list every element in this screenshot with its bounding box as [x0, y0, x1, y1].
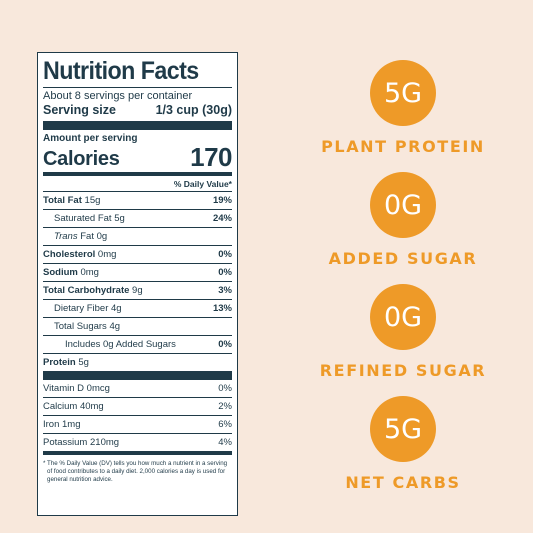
badge-added-sugar: 0G ADDED SUGAR — [303, 172, 503, 268]
vitamin-row-potassium: Potassium 210mg 4% — [43, 433, 232, 451]
vitamin-dv: 6% — [218, 419, 232, 430]
nutrient-dv: 0% — [218, 249, 232, 260]
vitamin-amount: 0mcg — [86, 383, 110, 394]
nutrient-name: Total Fat — [43, 195, 82, 206]
badge-label: ADDED SUGAR — [328, 249, 478, 268]
vitamin-name: Vitamin D — [43, 383, 85, 394]
vitamin-row-calcium: Calcium 40mg 2% — [43, 397, 232, 415]
nutrient-row-sodium: Sodium 0mg 0% — [43, 263, 232, 281]
divider — [43, 172, 232, 176]
nutrient-name: Saturated Fat — [54, 213, 112, 224]
badge-label: NET CARBS — [345, 473, 461, 492]
nutrient-name: Sodium — [43, 267, 78, 278]
badge-label: PLANT PROTEIN — [321, 137, 485, 156]
divider — [43, 371, 232, 380]
divider — [43, 87, 232, 88]
divider — [43, 121, 232, 130]
nutrient-row-dietary-fiber: Dietary Fiber 4g 13% — [43, 299, 232, 317]
nutrient-name: Protein — [43, 357, 76, 368]
badge-plant-protein: 5G PLANT PROTEIN — [303, 60, 503, 156]
nutrient-amount: 5g — [78, 357, 89, 368]
nutrient-name: Dietary Fiber — [54, 303, 109, 314]
label-title: Nutrition Facts — [43, 57, 199, 85]
serving-size-label: Serving size — [43, 103, 116, 117]
vitamin-name: Potassium — [43, 437, 88, 448]
nutrient-name: Cholesterol — [43, 249, 96, 260]
serving-size-value: 1/3 cup (30g) — [155, 103, 232, 117]
nutrient-row-cholesterol: Cholesterol 0mg 0% — [43, 245, 232, 263]
vitamin-amount: 1mg — [62, 419, 81, 430]
badge-circle: 5G — [370, 396, 436, 462]
nutrient-dv: 13% — [212, 303, 232, 314]
nutrient-dv: 0% — [218, 267, 232, 278]
nutrient-dv: 0% — [218, 339, 232, 350]
nutrient-dv: 24% — [212, 213, 232, 224]
nutrient-row-protein: Protein 5g — [43, 353, 232, 371]
footnote: * The % Daily Value (DV) tells you how m… — [43, 460, 228, 483]
calories-value: 170 — [190, 142, 232, 172]
badge-circle: 5G — [370, 60, 436, 126]
nutrient-amount: 9g — [132, 285, 143, 296]
nutrient-row-saturated-fat: Saturated Fat 5g 24% — [43, 209, 232, 227]
vitamin-row-vitamin-d: Vitamin D 0mcg 0% — [43, 380, 232, 397]
nutrient-amount: 15g — [84, 195, 101, 206]
vitamin-amount: 210mg — [90, 437, 120, 448]
vitamin-dv: 4% — [218, 437, 232, 448]
nutrient-name: Total Carbohydrate — [43, 285, 130, 296]
nutrient-dv: 19% — [212, 195, 232, 206]
nutrient-amount: 4g — [111, 303, 122, 314]
nutrient-name: Trans — [54, 231, 78, 242]
calories-row: Calories 170 — [43, 144, 232, 170]
servings-per-container: About 8 servings per container — [43, 90, 193, 102]
nutrient-dv: 3% — [218, 285, 232, 296]
nutrient-name: Includes 0g Added Sugars — [65, 339, 176, 350]
vitamin-dv: 2% — [218, 401, 232, 412]
divider — [43, 451, 232, 455]
serving-size-row: Serving size 1/3 cup (30g) — [43, 103, 232, 118]
nutrient-name: Total Sugars — [54, 321, 107, 332]
badge-circle: 0G — [370, 284, 436, 350]
badge-net-carbs: 5G NET CARBS — [303, 396, 503, 492]
badge-label: REFINED SUGAR — [319, 361, 487, 380]
nutrient-row-total-fat: Total Fat 15g 19% — [43, 191, 232, 209]
nutrient-amount: 0mg — [80, 267, 99, 278]
nutrient-amount: Fat 0g — [80, 231, 108, 242]
nutrient-amount: 0mg — [97, 249, 117, 260]
vitamin-dv: 0% — [218, 383, 232, 394]
badge-circle: 0G — [370, 172, 436, 238]
daily-value-header: % Daily Value* — [173, 179, 232, 189]
nutrient-amount: 4g — [109, 321, 121, 332]
nutrient-amount: 5g — [114, 213, 125, 224]
vitamin-amount: 40mg — [79, 401, 104, 412]
nutrient-row-added-sugars: Includes 0g Added Sugars 0% — [43, 335, 232, 353]
badge-refined-sugar: 0G REFINED SUGAR — [303, 284, 503, 380]
vitamin-name: Iron — [43, 419, 60, 430]
vitamin-name: Calcium — [43, 401, 78, 412]
nutrient-row-trans-fat: Trans Fat 0g — [43, 227, 232, 245]
nutrient-row-total-sugars: Total Sugars 4g — [43, 317, 232, 335]
calories-label: Calories — [43, 148, 120, 170]
vitamin-row-iron: Iron 1mg 6% — [43, 415, 232, 433]
amount-per-serving: Amount per serving — [43, 133, 138, 144]
nutrition-facts-label: Nutrition Facts About 8 servings per con… — [37, 52, 238, 516]
nutrient-row-total-carbohydrate: Total Carbohydrate 9g 3% — [43, 281, 232, 299]
